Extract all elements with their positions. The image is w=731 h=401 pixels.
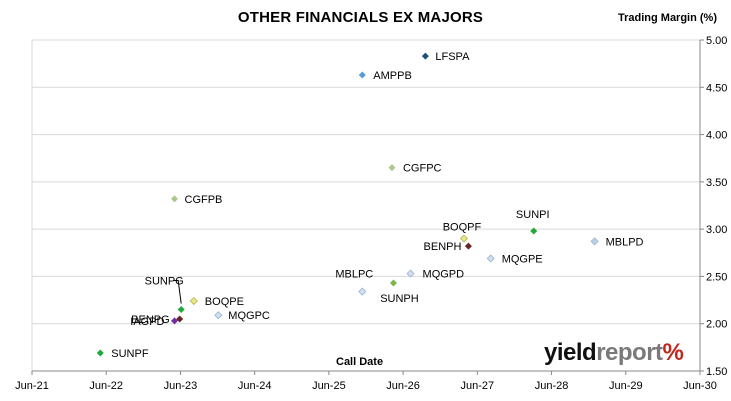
marker-mqgpd xyxy=(406,269,415,278)
marker-boqpe xyxy=(189,296,198,306)
point-label-amppb: AMPPB xyxy=(373,70,412,82)
y-tick-label: 2.50 xyxy=(706,271,727,283)
x-tick-label: Jun-29 xyxy=(609,380,643,392)
point-label-mblpd: MBLPD xyxy=(606,236,644,248)
x-tick-label: Jun-27 xyxy=(461,380,495,392)
marker-cgfpb xyxy=(171,195,179,203)
point-label-cgfpb: CGFPB xyxy=(185,194,223,206)
point-label-mblpc: MBLPC xyxy=(335,269,373,281)
marker-mblpc xyxy=(358,287,367,296)
point-label-boqpe: BOQPE xyxy=(205,296,244,308)
point-label-mqgpe: MQGPE xyxy=(502,253,543,265)
marker-sunpf xyxy=(96,349,104,357)
chart-title: OTHER FINANCIALS EX MAJORS xyxy=(237,9,484,26)
point-label-boqpf: BOQPF xyxy=(443,222,482,234)
marker-lfspa xyxy=(421,52,429,60)
point-label-cgfpc: CGFPC xyxy=(403,163,442,175)
x-tick-label: Jun-24 xyxy=(238,380,272,392)
marker-benpg xyxy=(176,315,184,323)
y-tick-label: 5.00 xyxy=(706,35,727,47)
marker-mblpd xyxy=(590,237,599,246)
point-label-mqgpd: MQGPD xyxy=(423,269,465,281)
point-label-iagpd: IAGPD xyxy=(130,316,164,328)
y-tick-label: 3.00 xyxy=(706,224,727,236)
marker-amppb xyxy=(358,71,366,79)
point-label-benpg: BENPG xyxy=(131,314,170,326)
x-tick-label: Jun-30 xyxy=(683,380,717,392)
marker-cgfpc xyxy=(388,164,396,172)
point-label-lfspa: LFSPA xyxy=(435,51,470,63)
y-axis-label: Trading Margin (%) xyxy=(618,12,717,24)
point-label-sunpi: SUNPI xyxy=(516,209,550,221)
marker-mqgpe xyxy=(486,254,495,263)
y-tick-label: 4.50 xyxy=(706,82,727,94)
x-tick-label: Jun-23 xyxy=(164,380,198,392)
x-tick-label: Jun-25 xyxy=(312,380,346,392)
y-tick-label: 3.50 xyxy=(706,177,727,189)
marker-sunpg xyxy=(177,306,185,314)
y-tick-label: 2.00 xyxy=(706,319,727,331)
x-tick-label: Jun-28 xyxy=(535,380,569,392)
x-tick-label: Jun-22 xyxy=(89,380,123,392)
y-tick-label: 4.00 xyxy=(706,130,727,142)
point-label-mqgpc: MQGPC xyxy=(228,310,270,322)
marker-sunpi xyxy=(530,227,538,235)
point-label-sunpg: SUNPG xyxy=(145,276,184,288)
point-label-sunpf: SUNPF xyxy=(111,348,149,360)
marker-sunph xyxy=(389,279,397,287)
marker-mqgpc xyxy=(214,311,223,320)
point-label-sunph: SUNPH xyxy=(380,293,419,305)
x-tick-label: Jun-26 xyxy=(386,380,420,392)
leader-line xyxy=(173,280,182,304)
x-axis-label: Call Date xyxy=(336,356,384,368)
marker-benph xyxy=(464,242,472,250)
yieldreport-logo: yieldreport% xyxy=(544,339,684,366)
y-tick-label: 1.50 xyxy=(706,366,727,378)
marker-iagpd xyxy=(171,317,179,325)
marker-boqpf xyxy=(459,234,469,243)
point-label-benph: BENPH xyxy=(424,241,462,253)
x-tick-label: Jun-21 xyxy=(15,380,49,392)
